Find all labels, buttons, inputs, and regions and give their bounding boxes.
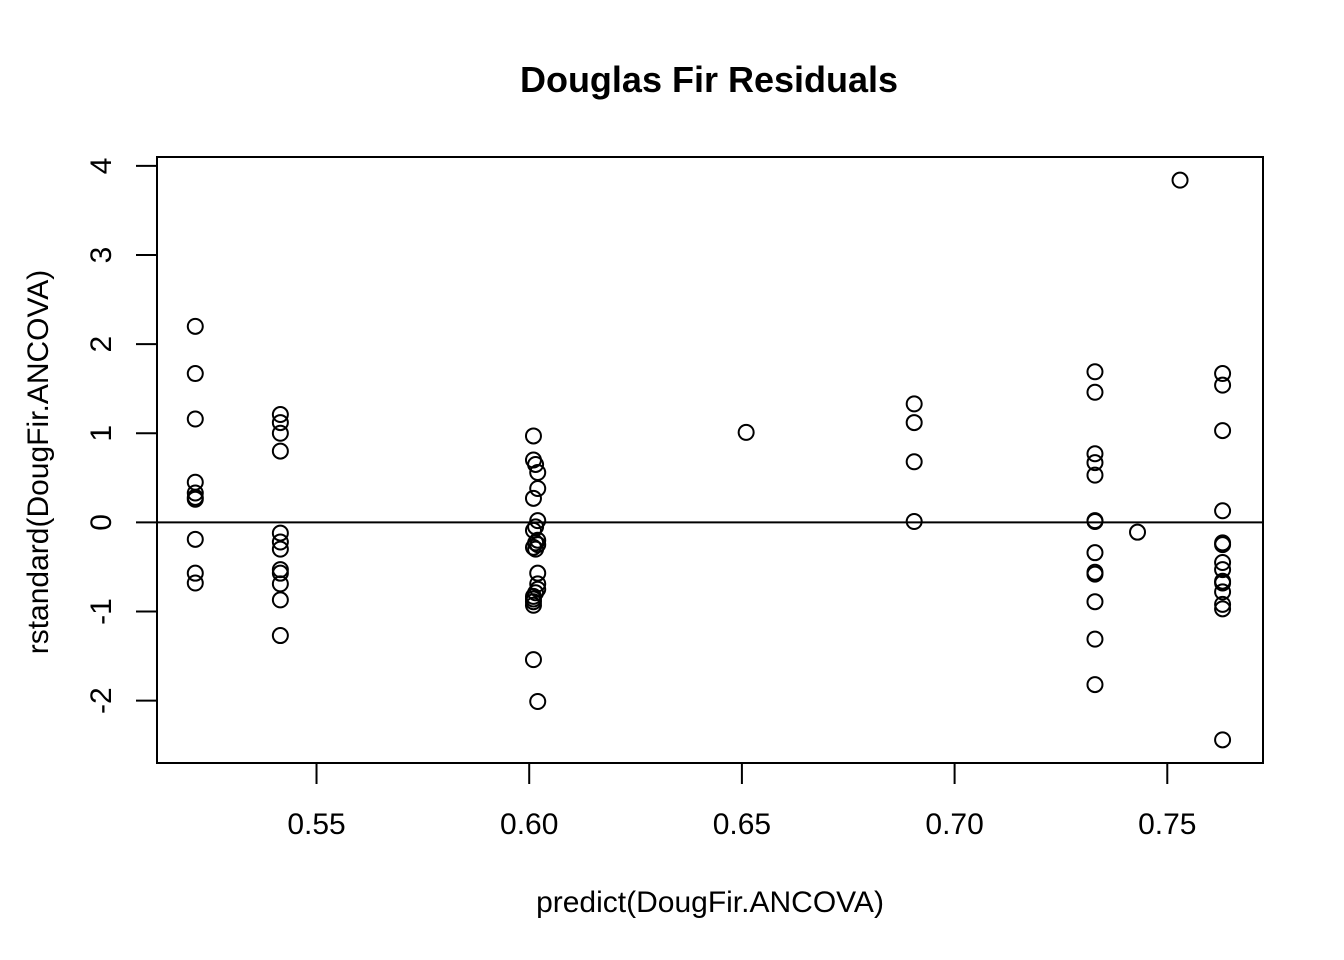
data-point [1214,502,1232,520]
data-point [905,414,923,432]
data-point [186,484,204,502]
x-tick-label: 0.55 [287,808,345,841]
x-tick-label: 0.75 [1138,808,1196,841]
data-point [1086,445,1104,463]
data-point [524,489,542,507]
data-point [1086,676,1104,694]
data-point [271,627,289,645]
data-point [527,540,545,558]
data-point [1171,171,1189,189]
data-point [905,453,923,471]
y-tick-label: 3 [85,247,118,264]
y-axis: -2 -1 0 1 2 3 4 [85,158,157,714]
data-point [1214,536,1232,554]
data-point [271,524,289,542]
y-tick-label: 0 [85,514,118,531]
data-point [524,651,542,669]
data-point [905,512,923,530]
y-tick-label: 1 [85,425,118,442]
data-point [271,533,289,551]
data-point [529,480,547,498]
data-point [529,564,547,582]
data-point [271,406,289,424]
data-point [1086,544,1104,562]
data-point [737,423,755,441]
data-point [524,427,542,445]
data-point [1214,365,1232,383]
data-point [529,693,547,711]
data-point [1214,595,1232,613]
data-point [1086,466,1104,484]
data-point [271,561,289,579]
data-point [186,490,204,508]
data-point [524,538,542,556]
chart-title: Douglas Fir Residuals [520,59,898,100]
data-point [186,365,204,383]
data-point [271,564,289,582]
data-point [1086,363,1104,381]
data-point [524,596,542,614]
x-tick-label: 0.60 [500,808,558,841]
data-point [1086,565,1104,583]
x-tick-label: 0.70 [925,808,983,841]
data-point [271,575,289,593]
y-tick-label: -2 [85,687,118,714]
data-point [1086,593,1104,611]
data-point [1129,523,1147,541]
data-point [905,395,923,413]
data-point [1214,553,1232,571]
data-point [1086,512,1104,530]
data-point [1214,376,1232,394]
data-point [1214,561,1232,579]
data-point [271,414,289,432]
data-point [271,540,289,558]
data-point [186,317,204,335]
plot-frame [156,156,1264,764]
data-point [186,574,204,592]
data-point [1086,454,1104,472]
y-axis-label: rstandard(DougFir.ANCOVA) [22,270,55,655]
data-point [527,455,545,473]
data-point [186,564,204,582]
data-point [1214,731,1232,749]
data-points [186,171,1232,749]
data-point [271,591,289,609]
data-point [271,442,289,460]
data-point [1214,574,1232,592]
y-tick-label: 4 [85,158,118,175]
data-point [1214,583,1232,601]
data-point [529,463,547,481]
data-point [1214,422,1232,440]
data-point [186,410,204,428]
data-point [271,424,289,442]
x-tick-label: 0.65 [713,808,771,841]
x-axis-label: predict(DougFir.ANCOVA) [536,886,884,919]
data-point [1086,630,1104,648]
data-point [1214,600,1232,618]
y-tick-label: 2 [85,336,118,353]
y-tick-label: -1 [85,598,118,625]
data-point [527,518,545,536]
x-axis: 0.55 0.60 0.65 0.70 0.75 [287,763,1196,841]
data-point [186,530,204,548]
data-point [1086,383,1104,401]
